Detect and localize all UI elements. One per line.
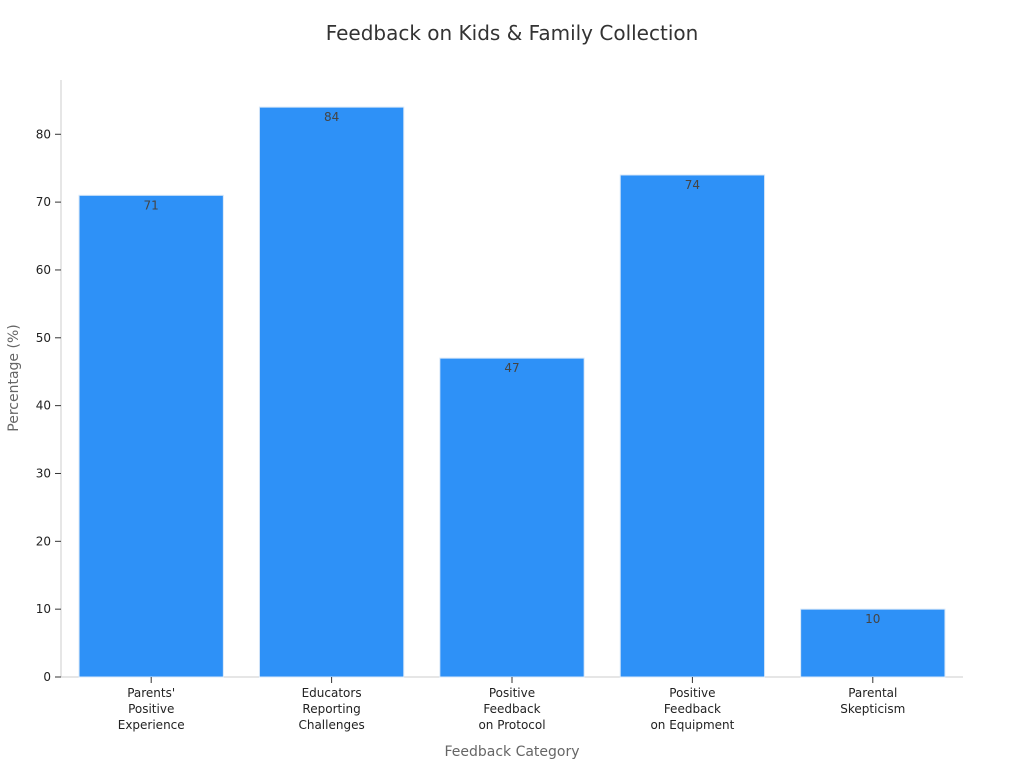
x-tick-label: Parental — [848, 686, 897, 700]
bar — [78, 194, 224, 678]
x-tick-label: Experience — [118, 718, 185, 732]
plot-area: 0 10 20 30 40 50 60 70 80 71 Parents' Positive Exper… — [36, 80, 963, 732]
x-tick-label: Positive — [128, 702, 174, 716]
x-tick-label: Parents' — [127, 686, 175, 700]
x-tick-label: Positive — [489, 686, 535, 700]
data-label: 84 — [324, 110, 339, 124]
bar — [619, 174, 766, 678]
chart-title: Feedback on Kids & Family Collection — [326, 21, 699, 45]
x-tick-label: Positive — [669, 686, 715, 700]
bar — [258, 106, 405, 678]
x-tick-label: Feedback — [664, 702, 721, 716]
x-tick-label: Challenges — [298, 718, 364, 732]
x-tick-label: Feedback — [483, 702, 540, 716]
y-tick-label: 60 — [36, 263, 51, 277]
x-tick-label: on Protocol — [478, 718, 545, 732]
data-label: 10 — [865, 612, 880, 626]
data-label: 74 — [685, 178, 700, 192]
y-tick-label: 0 — [43, 670, 51, 684]
bar — [439, 357, 585, 678]
x-tick-label: Educators — [302, 686, 362, 700]
y-tick-label: 50 — [36, 331, 51, 345]
x-tick-label: on Equipment — [650, 718, 734, 732]
y-tick-label: 10 — [36, 602, 51, 616]
bar — [800, 608, 946, 678]
y-axis-label: Percentage (%) — [6, 324, 22, 431]
data-label: 47 — [504, 361, 519, 375]
y-tick-label: 20 — [36, 534, 51, 548]
y-tick-label: 30 — [36, 466, 51, 480]
y-tick-label: 80 — [36, 127, 51, 141]
y-tick-label: 70 — [36, 195, 51, 209]
data-label: 71 — [144, 198, 159, 212]
y-tick-label: 40 — [36, 399, 51, 413]
x-axis-label: Feedback Category — [444, 744, 579, 760]
x-tick-label: Reporting — [302, 702, 360, 716]
x-tick-label: Skepticism — [840, 702, 905, 716]
